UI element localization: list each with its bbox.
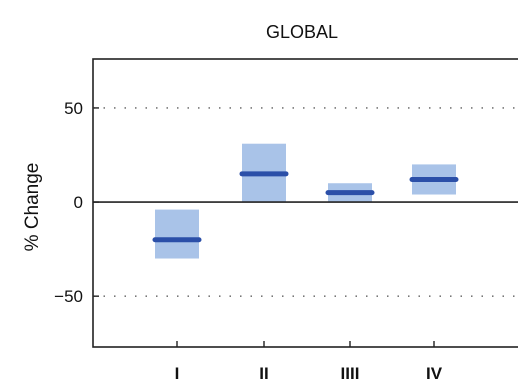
range-box-1 [155, 209, 199, 259]
y-tick-label-2: 0 [74, 193, 83, 212]
x-tick-label-4: IV [426, 364, 443, 383]
x-tick-label-3: IIII [341, 364, 360, 383]
plot-frame [92, 58, 518, 348]
plot-area [92, 58, 518, 348]
y-axis-label: % Change [22, 163, 43, 252]
y-tick-label-3: −50 [54, 287, 83, 306]
y-tick-label-1: 50 [64, 99, 83, 118]
x-tick-label-2: II [259, 364, 268, 383]
chart-title: GLOBAL [266, 22, 338, 42]
x-tick-label-1: I [175, 364, 180, 383]
